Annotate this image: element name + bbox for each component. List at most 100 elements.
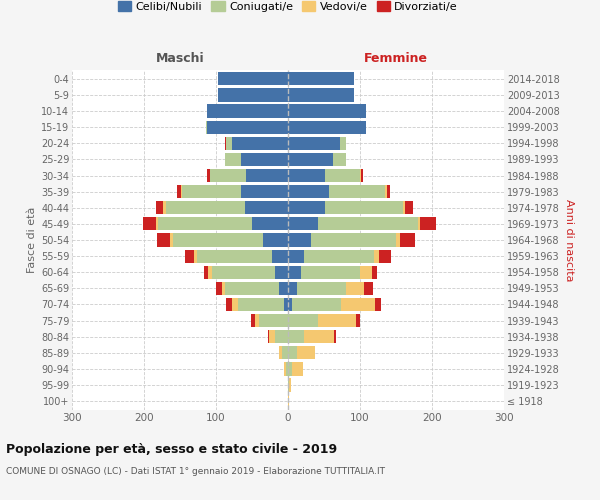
Bar xyxy=(329,185,385,198)
Bar xyxy=(210,169,246,182)
Bar xyxy=(232,136,288,150)
Bar xyxy=(226,153,241,166)
Bar xyxy=(226,136,232,150)
Bar xyxy=(288,362,292,376)
Bar xyxy=(304,330,334,344)
Bar xyxy=(296,282,346,295)
Bar xyxy=(288,298,292,311)
Bar xyxy=(288,218,318,230)
Bar xyxy=(218,88,288,102)
Bar xyxy=(364,282,373,295)
Bar xyxy=(166,201,245,214)
Bar xyxy=(197,250,272,262)
Bar xyxy=(224,153,226,166)
Bar xyxy=(288,136,340,150)
Bar xyxy=(296,346,316,360)
Bar xyxy=(226,298,232,311)
Bar xyxy=(209,169,210,182)
Bar xyxy=(275,330,288,344)
Bar xyxy=(360,169,361,182)
Bar xyxy=(403,201,406,214)
Bar xyxy=(208,266,212,279)
Bar xyxy=(241,153,288,166)
Bar xyxy=(232,298,238,311)
Bar xyxy=(288,378,289,392)
Bar xyxy=(288,153,332,166)
Text: Popolazione per età, sesso e stato civile - 2019: Popolazione per età, sesso e stato civil… xyxy=(6,442,337,456)
Text: Femmine: Femmine xyxy=(364,52,428,65)
Bar xyxy=(288,185,329,198)
Bar xyxy=(280,282,288,295)
Bar xyxy=(340,136,346,150)
Bar xyxy=(170,234,173,246)
Bar xyxy=(289,378,291,392)
Bar xyxy=(318,314,356,327)
Bar xyxy=(311,234,396,246)
Bar xyxy=(246,169,288,182)
Bar xyxy=(334,330,335,344)
Bar xyxy=(194,250,197,262)
Bar xyxy=(318,218,418,230)
Bar xyxy=(360,266,371,279)
Bar xyxy=(284,362,286,376)
Bar xyxy=(212,266,275,279)
Bar xyxy=(396,234,400,246)
Bar xyxy=(288,234,311,246)
Bar xyxy=(173,234,263,246)
Bar xyxy=(332,153,346,166)
Bar xyxy=(205,266,208,279)
Bar xyxy=(182,185,241,198)
Bar xyxy=(156,201,163,214)
Legend: Celibi/Nubili, Coniugati/e, Vedovi/e, Divorziati/e: Celibi/Nubili, Coniugati/e, Vedovi/e, Di… xyxy=(118,1,458,11)
Bar xyxy=(218,72,288,86)
Bar xyxy=(163,201,166,214)
Bar xyxy=(288,104,366,118)
Bar xyxy=(375,298,381,311)
Bar xyxy=(418,218,420,230)
Bar xyxy=(288,282,296,295)
Bar xyxy=(177,185,181,198)
Text: Maschi: Maschi xyxy=(155,52,205,65)
Bar xyxy=(278,346,282,360)
Bar xyxy=(288,250,304,262)
Y-axis label: Fasce di età: Fasce di età xyxy=(26,207,37,273)
Bar xyxy=(288,72,354,86)
Bar xyxy=(374,250,379,262)
Bar xyxy=(288,201,325,214)
Bar xyxy=(379,250,391,262)
Bar xyxy=(406,201,413,214)
Text: COMUNE DI OSNAGO (LC) - Dati ISTAT 1° gennaio 2019 - Elaborazione TUTTITALIA.IT: COMUNE DI OSNAGO (LC) - Dati ISTAT 1° ge… xyxy=(6,468,385,476)
Bar xyxy=(222,282,226,295)
Bar xyxy=(288,330,304,344)
Bar xyxy=(208,169,209,182)
Bar xyxy=(400,234,415,246)
Bar xyxy=(245,201,288,214)
Bar xyxy=(288,394,289,407)
Bar xyxy=(241,185,288,198)
Bar xyxy=(216,282,222,295)
Bar xyxy=(356,314,360,327)
Bar xyxy=(286,362,288,376)
Bar xyxy=(292,362,303,376)
Bar xyxy=(181,185,182,198)
Bar xyxy=(259,314,288,327)
Bar xyxy=(284,298,288,311)
Bar xyxy=(288,266,301,279)
Bar xyxy=(371,266,377,279)
Bar xyxy=(325,169,360,182)
Bar xyxy=(386,185,390,198)
Bar xyxy=(420,218,436,230)
Bar xyxy=(275,266,288,279)
Bar xyxy=(268,330,269,344)
Bar xyxy=(143,218,155,230)
Bar xyxy=(385,185,386,198)
Bar xyxy=(288,120,366,134)
Bar xyxy=(325,201,403,214)
Bar xyxy=(301,266,360,279)
Bar xyxy=(282,346,288,360)
Bar xyxy=(238,298,284,311)
Bar xyxy=(341,298,375,311)
Bar xyxy=(272,250,288,262)
Bar xyxy=(288,314,318,327)
Bar xyxy=(206,120,208,134)
